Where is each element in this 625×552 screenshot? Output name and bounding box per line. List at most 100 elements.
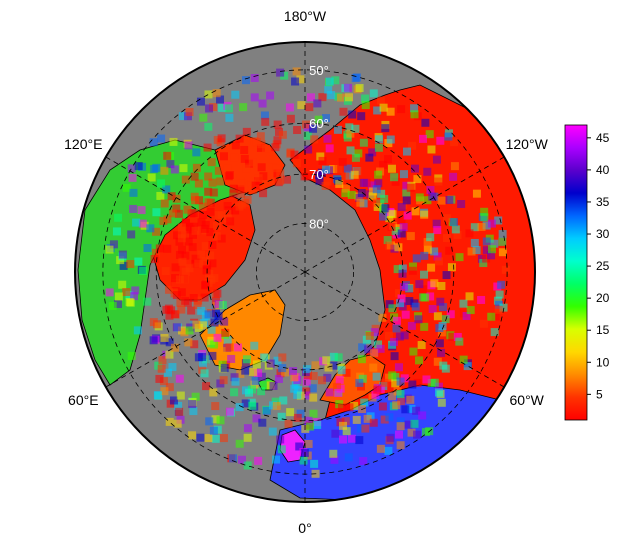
data-pixel (434, 388, 443, 397)
data-pixel (272, 402, 281, 411)
data-pixel (408, 380, 417, 389)
data-pixel (231, 206, 240, 215)
data-pixel (359, 178, 368, 187)
data-pixel (250, 73, 259, 82)
latitude-circle (206, 173, 404, 371)
data-pixel (258, 418, 267, 427)
data-pixel (165, 383, 174, 392)
data-pixel (160, 387, 169, 396)
data-pixel (359, 138, 368, 147)
data-pixel (491, 312, 500, 321)
data-pixel (402, 181, 411, 190)
data-pixel (273, 120, 282, 129)
data-pixel (381, 204, 390, 213)
data-pixel (204, 434, 213, 443)
data-pixel (230, 388, 239, 397)
data-pixel (400, 374, 409, 383)
map-content (77, 42, 535, 502)
data-pixel (377, 189, 386, 198)
data-pixel (177, 305, 186, 314)
data-pixel (184, 338, 193, 347)
data-pixel (441, 364, 450, 373)
data-pixel (329, 165, 338, 174)
data-pixel (277, 445, 286, 454)
data-pixel (164, 368, 173, 377)
data-pixel (242, 355, 251, 364)
data-pixel (181, 218, 190, 227)
data-pixel (372, 198, 381, 207)
data-pixel (490, 328, 499, 337)
data-pixel (165, 285, 174, 294)
data-pixel (164, 304, 173, 313)
data-pixel (315, 171, 324, 180)
data-pixel (281, 368, 290, 377)
data-pixel (108, 301, 117, 310)
data-pixel (309, 372, 318, 381)
data-pixel (159, 216, 168, 225)
data-pixel (146, 224, 155, 233)
data-pixel (338, 158, 347, 167)
data-pixel (310, 459, 319, 468)
data-pixel (430, 378, 439, 387)
data-pixel (276, 435, 285, 444)
data-pixel (190, 192, 199, 201)
data-pixel (393, 265, 402, 274)
data-pixel (181, 251, 190, 260)
longitude-label: 60°E (68, 392, 99, 408)
data-pixel (119, 261, 128, 270)
data-pixel (341, 417, 350, 426)
data-pixel (333, 125, 342, 134)
meridian-line (105, 271, 306, 388)
data-pixel (175, 374, 184, 383)
data-pixel (450, 138, 459, 147)
data-pixel (365, 331, 374, 340)
data-pixel (390, 352, 399, 361)
data-pixel (358, 374, 367, 383)
data-pixel (225, 407, 234, 416)
data-pixel (204, 90, 213, 99)
data-pixel (181, 175, 190, 184)
longitude-labels: 180°W 120°E 60°E 0° 60°W 120°W (64, 8, 548, 536)
data-pixel (388, 371, 397, 380)
data-pixel (259, 172, 268, 181)
data-pixel (235, 439, 244, 448)
data-pixel (162, 185, 171, 194)
data-pixel (337, 366, 346, 375)
data-pixel (421, 118, 430, 127)
data-pixel (290, 373, 299, 382)
data-pixel (178, 245, 187, 254)
data-pixel (242, 127, 251, 136)
data-pixel (385, 241, 394, 250)
data-pixel (223, 336, 232, 345)
data-pixel (501, 265, 510, 274)
longitude-label: 120°W (506, 136, 549, 152)
data-pixel (437, 328, 446, 337)
data-pixel (118, 250, 127, 259)
data-pixel (434, 177, 443, 186)
data-pixel (363, 414, 372, 423)
data-pixel (192, 148, 201, 157)
data-pixel (269, 381, 278, 390)
data-pixel (408, 266, 417, 275)
data-pixel (219, 152, 228, 161)
data-pixel (293, 126, 302, 135)
data-pixel (376, 444, 385, 453)
data-pixel (236, 369, 245, 378)
data-pixel (243, 461, 252, 470)
data-pixel (251, 376, 260, 385)
data-pixel (305, 103, 314, 112)
data-pixel (304, 439, 313, 448)
data-pixel (360, 398, 369, 407)
data-pixel (386, 433, 395, 442)
data-pixel (221, 328, 230, 337)
data-pixel (214, 166, 223, 175)
data-pixel (129, 204, 138, 213)
data-pixel (250, 137, 259, 146)
data-pixel (465, 229, 474, 238)
data-pixel (276, 369, 285, 378)
data-pixel (260, 353, 269, 362)
data-pixel (438, 322, 447, 331)
data-pixel (294, 385, 303, 394)
data-pixel (347, 434, 356, 443)
data-pixel (325, 388, 334, 397)
